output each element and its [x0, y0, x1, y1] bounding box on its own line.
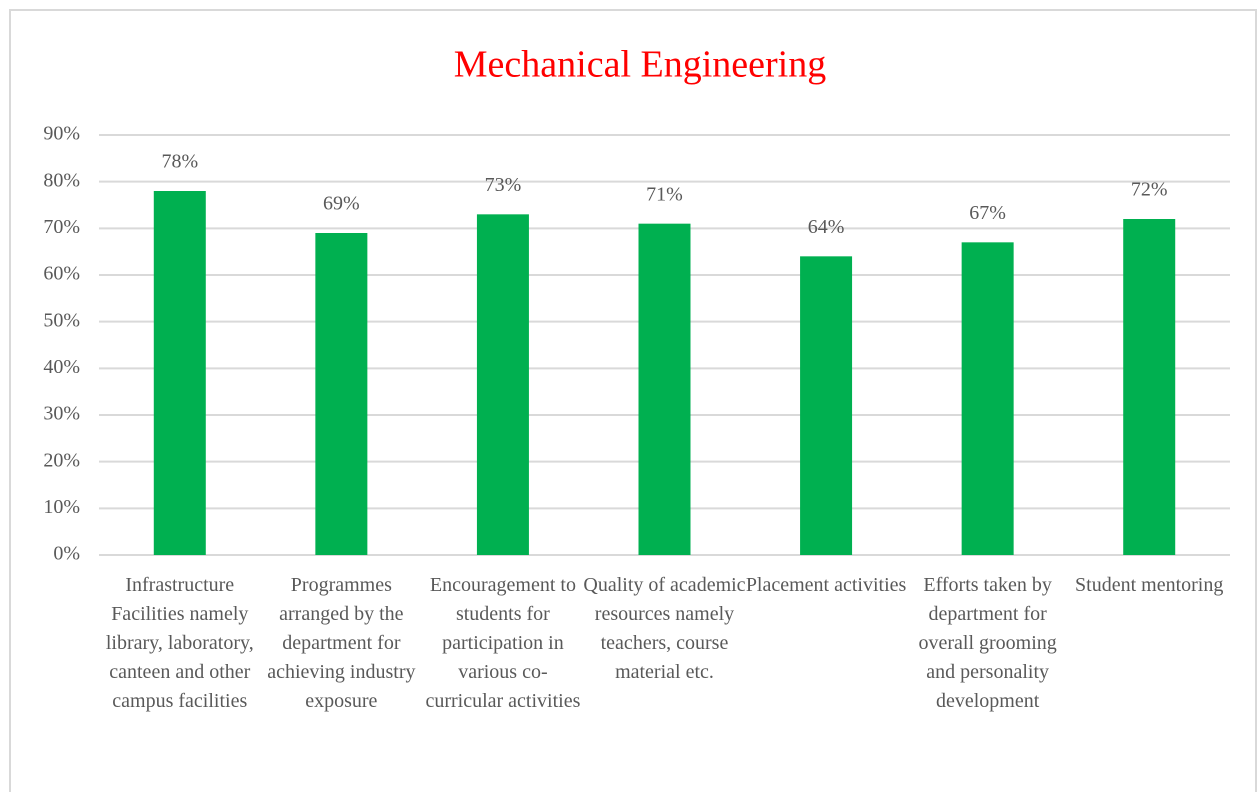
x-tick-label-box: Placement activities — [745, 574, 907, 596]
y-tick-label: 40% — [43, 356, 80, 378]
bar — [476, 214, 529, 556]
chart-border — [9, 9, 1257, 792]
x-tick-label: Placement activities — [745, 574, 907, 596]
data-label: 72% — [1131, 179, 1168, 201]
x-tick-label: Programmes arranged by the department fo… — [267, 574, 416, 712]
x-tick-label-box: Quality of academic resources namely tea… — [583, 574, 746, 683]
chart-title: Mechanical Engineering — [454, 44, 826, 86]
bar — [153, 191, 206, 555]
x-tick-label-box: Student mentoring — [1075, 574, 1224, 596]
bar — [638, 223, 691, 555]
y-tick-label: 60% — [43, 263, 80, 285]
x-tick-label-box: Efforts taken by department for overall … — [918, 574, 1057, 712]
y-tick-label: 50% — [43, 309, 80, 331]
data-label: 71% — [646, 183, 683, 205]
data-label: 69% — [323, 193, 360, 215]
data-label: 67% — [969, 202, 1006, 224]
y-tick-label: 80% — [43, 169, 80, 191]
x-tick-label: Efforts taken by department for overall … — [918, 574, 1057, 712]
data-label: 78% — [161, 151, 198, 173]
x-tick-label: Quality of academic resources namely tea… — [583, 574, 746, 683]
y-tick-label: 0% — [53, 543, 80, 565]
y-tick-label: 90% — [43, 123, 80, 145]
bar — [1123, 219, 1176, 555]
data-label: 73% — [485, 174, 522, 196]
data-label: 64% — [808, 216, 845, 238]
x-tick-label-box: Encouragement to students for participat… — [425, 574, 581, 712]
y-tick-label: 10% — [43, 496, 80, 518]
bar — [800, 256, 853, 555]
x-tick-label-box: Infrastructure Facilities namely library… — [105, 574, 254, 712]
x-tick-label-box: Programmes arranged by the department fo… — [267, 574, 416, 712]
bar — [961, 242, 1014, 556]
x-tick-label: Infrastructure Facilities namely library… — [105, 574, 254, 712]
y-tick-label: 20% — [43, 449, 80, 471]
x-tick-label: Encouragement to students for participat… — [425, 574, 581, 712]
y-tick-label: 70% — [43, 216, 80, 238]
bar — [315, 233, 368, 555]
y-tick-label: 30% — [43, 403, 80, 425]
x-tick-label: Student mentoring — [1075, 574, 1224, 596]
